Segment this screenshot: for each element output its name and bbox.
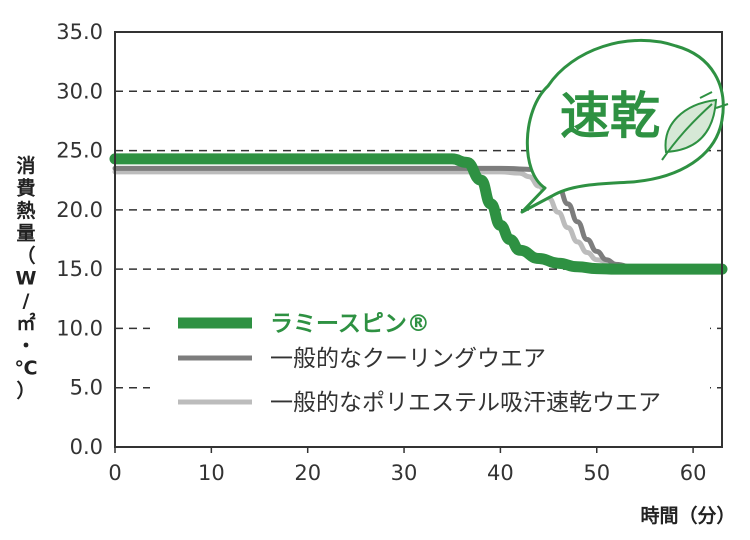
annotation-bubble: 速乾 [520,38,729,214]
y-axis-title-char: / [23,290,30,312]
y-axis-title-char: 熱 [16,199,35,222]
y-axis-title-char: W [16,268,37,290]
legend-label-1: 一般的なクーリングウエア [270,346,546,372]
x-tick-label: 60 [680,461,707,485]
speech-bubble-shape [520,38,725,214]
x-tick-label: 20 [294,461,321,485]
annotation-text: 速乾 [560,87,660,145]
x-axis-title: 時間（分） [640,504,735,527]
y-axis-title-char: ㎡ [16,312,35,335]
x-tick-label: 0 [108,461,121,485]
y-tick-label: 0.0 [70,435,103,459]
leaf-icon [661,91,729,161]
legend-label-2: 一般的なポリエステル吸汗速乾ウエア [270,390,661,416]
y-axis-title-char: 消 [16,154,35,177]
y-tick-label: 15.0 [56,257,103,281]
y-axis-title-char: 量 [16,223,35,245]
x-tick-label: 30 [391,461,418,485]
x-tick-label: 10 [198,461,225,485]
series-line-2 [112,169,725,272]
y-tick-label: 5.0 [70,376,103,400]
y-axis-title-char: ℃ [14,358,37,380]
y-tick-label: 10.0 [56,316,103,340]
legend-label-0: ラミースピン® [270,311,430,337]
series-line-0 [109,153,728,275]
y-axis-title-char: ） [16,379,35,402]
plot-frame [114,31,723,448]
y-tick-label: 30.0 [56,79,103,103]
x-tick-label: 50 [583,461,610,485]
y-axis-title-char: ・ [16,335,35,357]
tick-labels: 0.0 5.0 10.0 15.0 20.0 25.0 30.0 35.0 0 10 20 30 40 5… [56,20,706,485]
y-tick-label: 25.0 [56,139,103,163]
y-tick-label: 35.0 [56,20,103,44]
y-tick-label: 20.0 [56,198,103,222]
y-axis-title-char: （ [16,244,35,267]
y-axis-title-char: 費 [16,177,35,200]
x-tick-label: 40 [487,461,514,485]
